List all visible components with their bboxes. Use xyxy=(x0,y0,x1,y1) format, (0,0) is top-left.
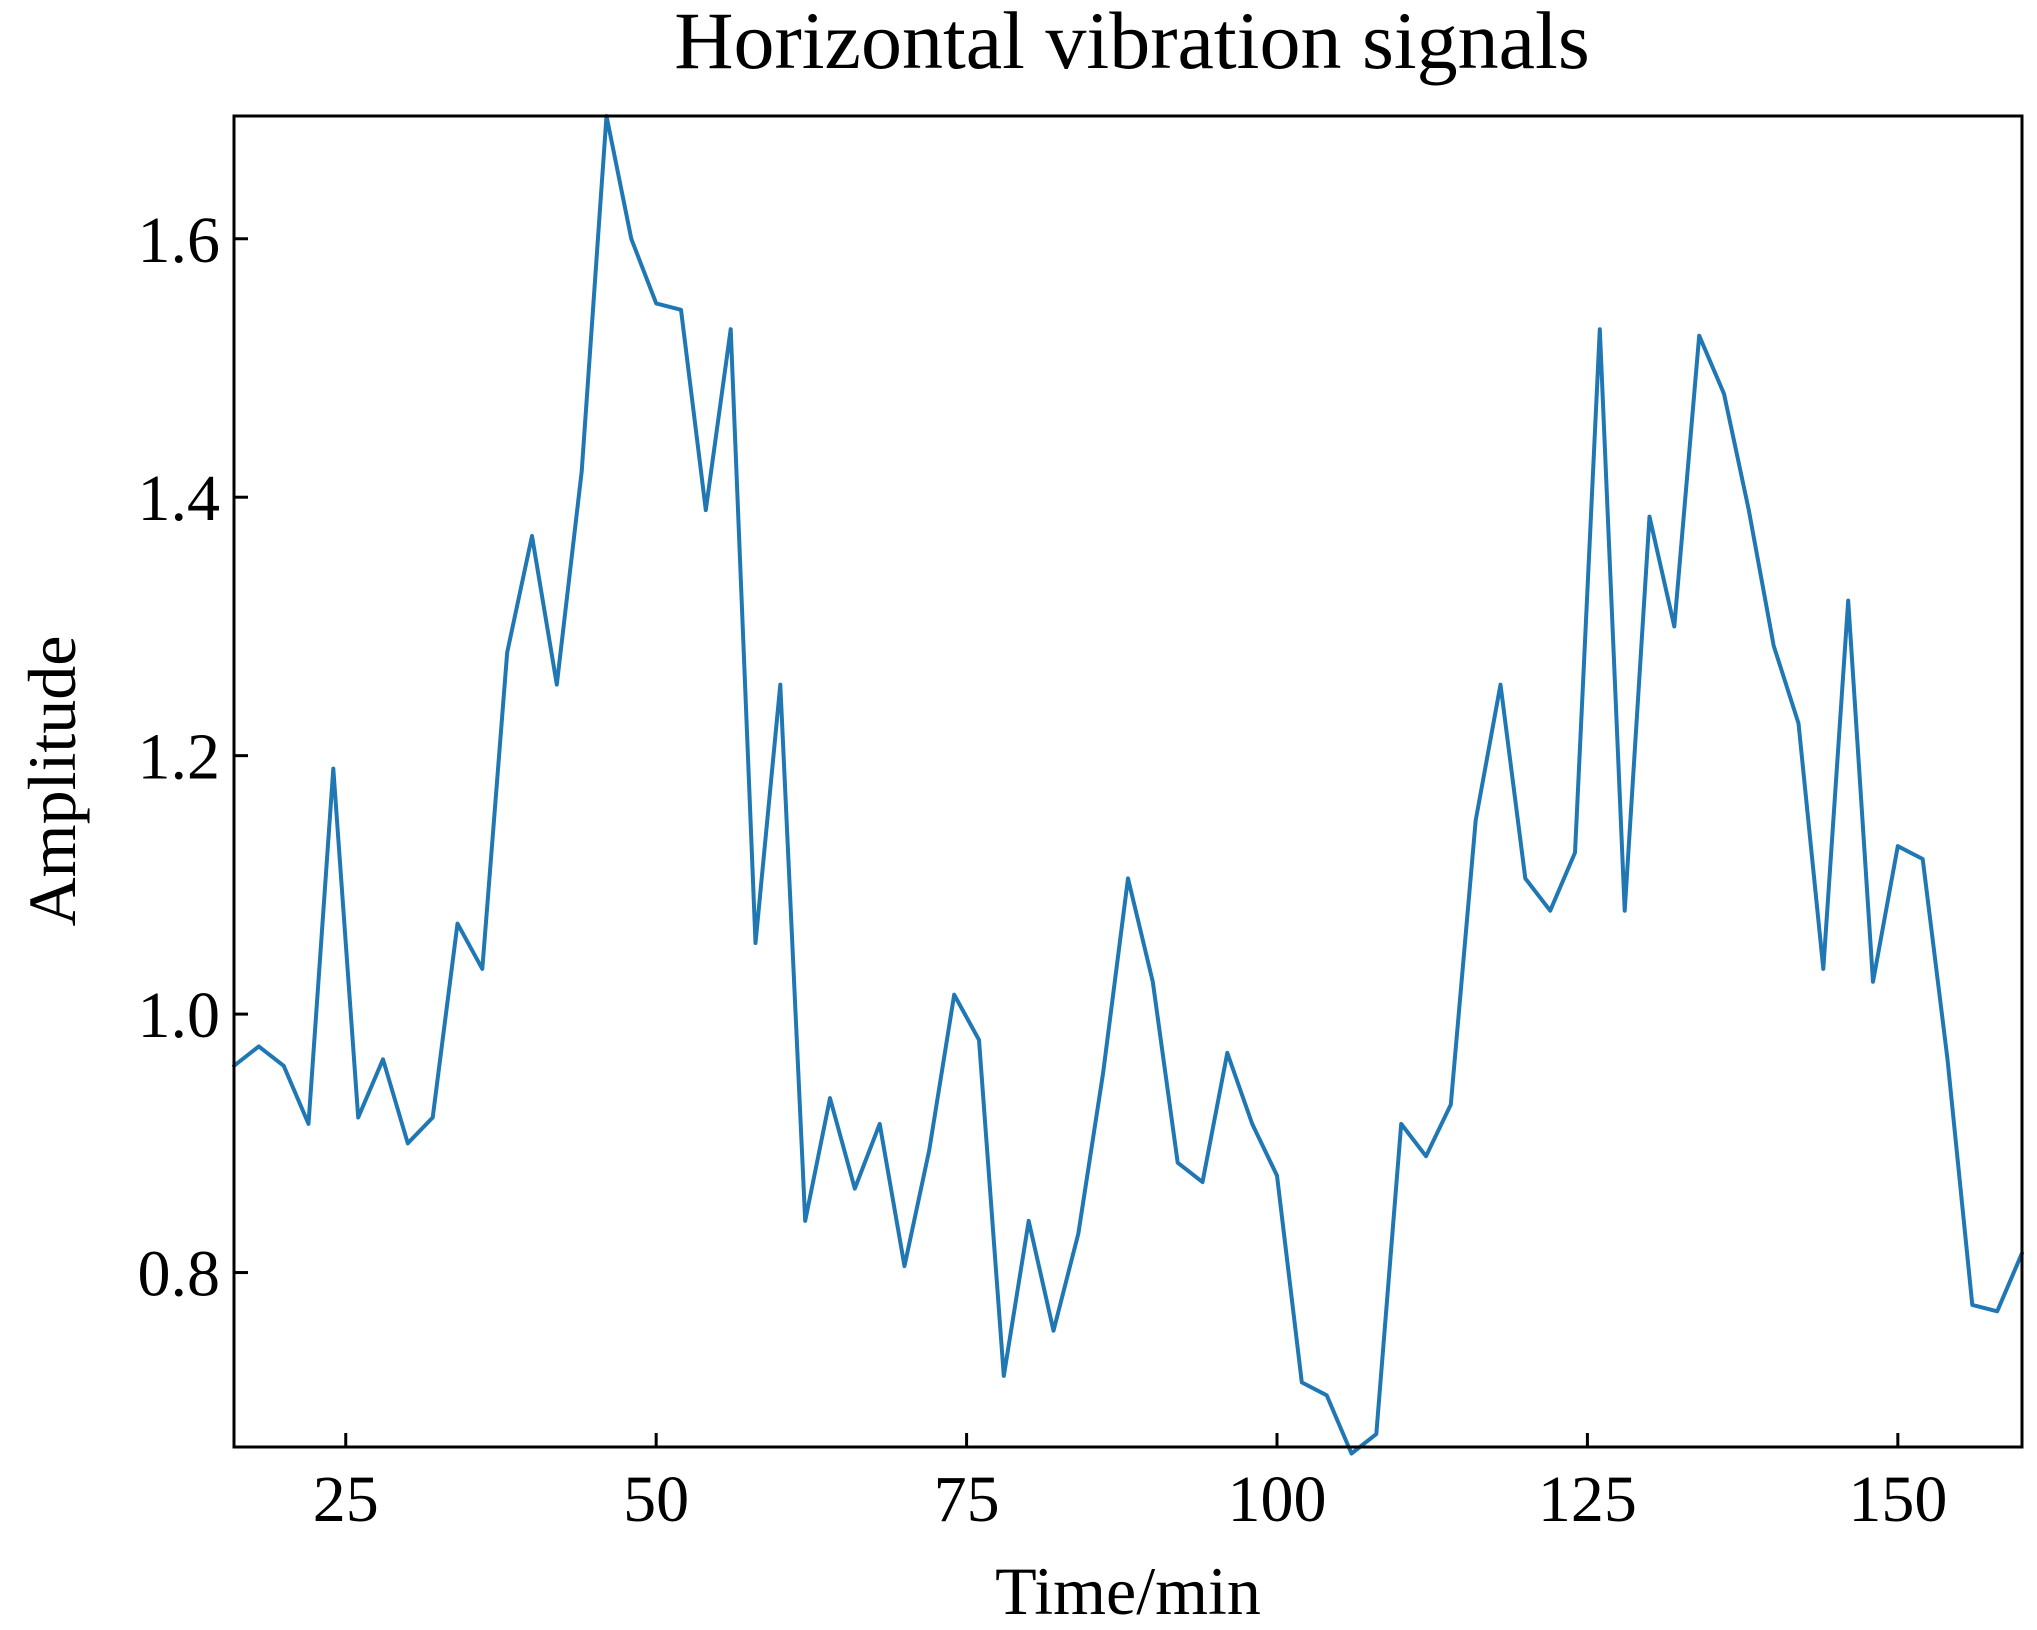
x-tick-label: 25 xyxy=(313,1463,379,1536)
y-tick-label: 1.0 xyxy=(138,979,221,1052)
series-layer xyxy=(232,114,2024,1456)
y-tick-label: 1.6 xyxy=(138,204,221,277)
y-axis: 0.8 1.0 1.2 1.4 1.6 xyxy=(138,204,248,1311)
plot-area xyxy=(232,114,2024,1456)
x-tick-label: 75 xyxy=(934,1463,1000,1536)
x-tick-label: 150 xyxy=(1848,1463,1947,1536)
chart-title: Horizontal vibration signals xyxy=(674,0,1590,86)
y-tick-label: 1.2 xyxy=(138,721,221,794)
x-axis: 25 50 75 100 125 150 xyxy=(313,1433,1947,1536)
x-tick-label: 125 xyxy=(1538,1463,1637,1536)
x-tick-label: 50 xyxy=(623,1463,689,1536)
y-tick-label: 0.8 xyxy=(138,1238,221,1311)
x-axis-label: Time/min xyxy=(995,1553,1261,1629)
y-tick-label: 1.4 xyxy=(138,462,221,535)
y-axis-label: Amplitude xyxy=(14,636,90,927)
x-tick-label: 100 xyxy=(1228,1463,1327,1536)
series-line xyxy=(232,114,2024,1456)
plot-frame xyxy=(232,114,2024,1449)
